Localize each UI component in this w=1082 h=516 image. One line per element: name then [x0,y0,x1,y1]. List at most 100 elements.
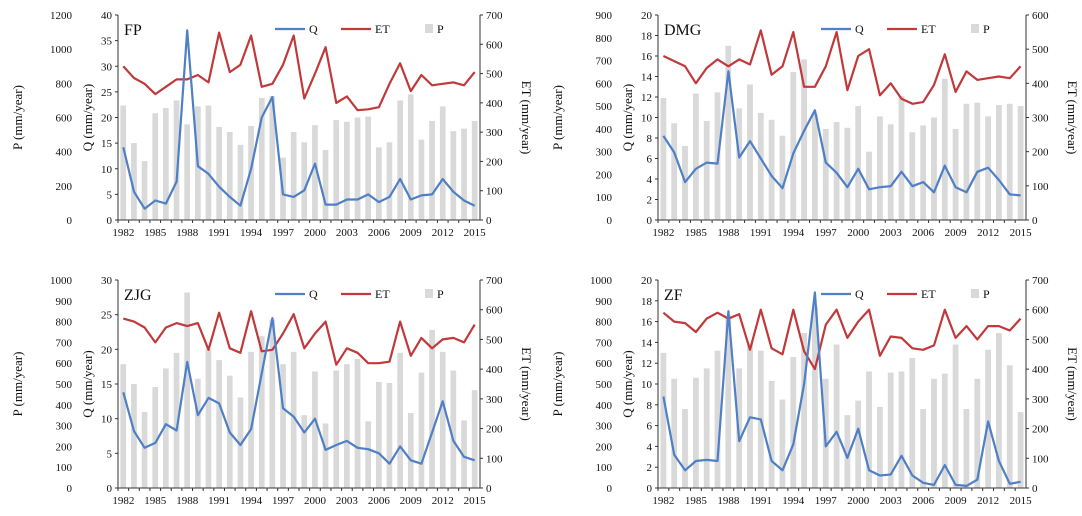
p-tick-label: 500 [56,379,73,391]
p-tick-label: 600 [56,358,73,370]
p-bar [790,71,797,221]
p-bar [471,120,478,220]
x-tick-label: 1991 [208,495,230,507]
p-tick-label: 300 [56,421,73,433]
p-tick-label: 600 [596,78,613,90]
p-bar [1006,365,1013,488]
station-label: FP [124,22,142,39]
p-bar [173,352,180,488]
et-line [662,29,1022,105]
legend-q-label: Q [309,22,318,36]
q-tick-label: 16 [641,51,653,63]
p-bar [833,344,840,488]
et-line [122,31,476,112]
x-tick-label: 1997 [815,495,838,507]
q-tick-label: 6 [647,154,653,166]
x-tick-label: 2003 [336,227,359,239]
x-tick-label: 1982 [652,495,674,507]
x-tick-label: 2009 [945,495,968,507]
q-tick-label: 8 [647,400,653,412]
p-tick-label: 800 [56,78,73,90]
p-bar [974,102,981,220]
p-tick-label: 1000 [50,44,73,56]
p-bar [301,142,308,220]
p-bar [450,370,457,488]
p-tick-label: 400 [596,124,613,136]
et-tick-label: 700 [486,275,503,287]
p-bar [439,351,446,488]
p-bar [301,415,308,488]
chart-panel-zf: 0246810121416182001002003004005006007008… [550,275,1080,507]
p-bar [322,150,329,220]
x-tick-label: 1982 [112,227,134,239]
p-bar [1006,103,1013,220]
q-tick-label: 12 [641,358,652,370]
p-bar [779,399,786,488]
p-bar [312,125,318,220]
p-bar [184,292,190,488]
et-tick-label: 0 [1032,215,1038,227]
et-tick-label: 400 [486,364,503,376]
p-tick-label: 800 [596,33,613,45]
p-bar [205,105,212,220]
p-tick-label: 200 [596,441,613,453]
et-tick-label: 500 [1032,44,1049,56]
et-tick-label: 300 [1032,394,1049,406]
x-tick-label: 2012 [977,495,999,507]
p-bar [269,96,276,220]
et-tick-label: 100 [486,453,503,465]
p-bar [152,113,159,220]
p-bar [963,103,970,220]
q-tick-label: 2 [647,462,653,474]
q-tick-label: 10 [101,414,113,426]
p-bar [985,349,991,488]
p-bar [833,122,840,220]
q-tick-label: 4 [647,441,653,453]
x-tick-label: 2003 [880,227,903,239]
x-tick-label: 1994 [240,495,263,507]
x-tick-label: 1994 [240,227,263,239]
q-tick-label: 4 [647,174,653,186]
x-tick-label: 2015 [464,495,487,507]
p-bar [258,97,265,220]
q-tick-label: 30 [101,61,113,73]
legend-et-label: ET [921,22,936,36]
p-bar [801,59,807,221]
p-bar [141,161,148,220]
q-tick-label: 20 [641,10,653,22]
p-bar [248,126,254,220]
p-tick-label: 0 [607,483,613,495]
x-tick-label: 1991 [208,227,230,239]
legend-p-swatch [425,289,433,298]
legend-et-label: ET [375,287,390,301]
et-axis-title: ET (mm/year) [519,347,534,421]
p-bar [333,370,340,488]
legend-q-label: Q [855,287,864,301]
x-tick-label: 2009 [400,227,423,239]
p-bar [237,397,244,488]
x-tick-label: 1991 [750,495,772,507]
p-bar [996,333,1002,488]
p-bar [344,364,350,488]
p-bar [184,124,190,220]
p-tick-label: 900 [596,10,613,22]
q-tick-label: 16 [641,317,653,329]
p-bar [429,329,435,488]
p-bar [269,319,276,488]
legend-p-swatch [425,24,433,33]
x-tick-label: 2000 [847,227,870,239]
p-bar [844,415,851,488]
q-tick-label: 14 [641,337,653,349]
legend-q-label: Q [309,287,318,301]
p-bar [877,116,883,220]
et-tick-label: 600 [486,305,503,317]
q-line [662,291,1021,487]
p-bar [237,144,244,220]
p-tick-label: 800 [56,317,73,329]
p-bar [941,373,948,488]
p-tick-label: 0 [607,215,613,227]
q-axis-title: Q (mm/year) [80,350,95,418]
et-line [662,308,1022,371]
p-bar [376,147,382,220]
